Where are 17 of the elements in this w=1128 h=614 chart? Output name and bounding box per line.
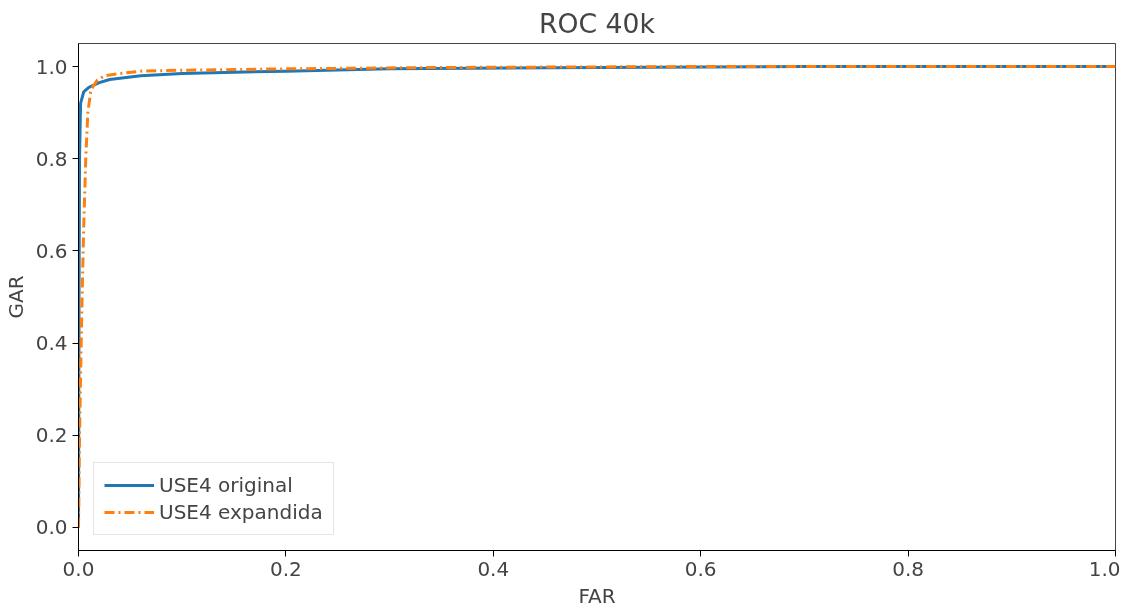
- legend-label: USE4 original: [159, 473, 293, 497]
- y-axis-title: GAR: [3, 275, 28, 319]
- chart-title: ROC 40k: [539, 7, 656, 39]
- x-tick-label: 1.0: [1088, 556, 1121, 581]
- legend-label: USE4 expandida: [159, 500, 323, 524]
- x-tick-label: 0.0: [62, 556, 95, 581]
- x-tick-label: 0.4: [477, 556, 510, 581]
- y-tick-label: 1.0: [35, 54, 68, 79]
- y-tick-label: 0.4: [35, 331, 68, 356]
- x-tick-label: 0.8: [892, 556, 925, 581]
- x-tick-label: 0.2: [270, 556, 302, 581]
- y-tick-label: 0.2: [35, 423, 68, 448]
- x-axis-title: FAR: [578, 583, 616, 608]
- y-tick-label: 0.6: [35, 238, 68, 263]
- y-tick-label: 0.0: [35, 515, 68, 540]
- x-tick-label: 0.6: [684, 556, 717, 581]
- y-tick-label: 0.8: [35, 146, 68, 171]
